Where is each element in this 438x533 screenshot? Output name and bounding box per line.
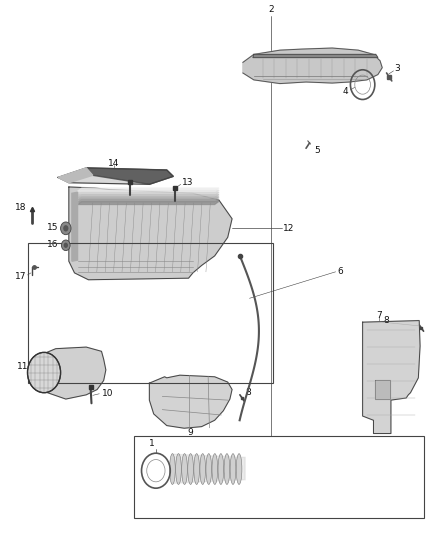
Text: 7: 7 (376, 311, 382, 320)
Text: 8: 8 (384, 316, 389, 325)
Bar (28, 243, 273, 383)
Polygon shape (69, 187, 232, 280)
Ellipse shape (176, 454, 181, 484)
Text: 2: 2 (268, 5, 274, 14)
Ellipse shape (170, 454, 175, 484)
Text: 6: 6 (337, 268, 343, 276)
Circle shape (28, 352, 60, 393)
Text: 14: 14 (108, 159, 120, 167)
Circle shape (60, 222, 71, 235)
Polygon shape (78, 197, 219, 200)
Ellipse shape (218, 454, 224, 484)
Polygon shape (78, 192, 219, 196)
Polygon shape (86, 168, 173, 184)
Polygon shape (78, 195, 219, 198)
Polygon shape (58, 168, 173, 184)
Polygon shape (78, 201, 219, 205)
Text: 5: 5 (314, 147, 320, 156)
Ellipse shape (188, 454, 194, 484)
Polygon shape (149, 375, 232, 428)
Ellipse shape (194, 454, 199, 484)
Text: 18: 18 (15, 203, 27, 212)
Polygon shape (375, 381, 390, 399)
Text: 1: 1 (148, 439, 155, 448)
Polygon shape (253, 54, 378, 58)
Text: 15: 15 (46, 223, 58, 232)
Ellipse shape (236, 454, 242, 484)
Ellipse shape (230, 454, 236, 484)
Text: 13: 13 (182, 178, 194, 187)
Text: 3: 3 (394, 64, 400, 73)
Circle shape (64, 243, 68, 248)
Text: 4: 4 (343, 87, 348, 96)
Polygon shape (78, 188, 219, 191)
Ellipse shape (206, 454, 212, 484)
Text: 16: 16 (46, 240, 58, 249)
Polygon shape (243, 48, 382, 84)
Text: 10: 10 (102, 389, 113, 398)
Bar (134, 436, 424, 519)
Circle shape (61, 240, 70, 251)
Polygon shape (78, 199, 219, 202)
Ellipse shape (212, 454, 218, 484)
Text: 11: 11 (17, 362, 28, 370)
Polygon shape (72, 192, 78, 261)
Text: 8: 8 (245, 387, 251, 397)
Polygon shape (363, 320, 420, 433)
Ellipse shape (200, 454, 205, 484)
Ellipse shape (182, 454, 187, 484)
Ellipse shape (224, 454, 230, 484)
Polygon shape (78, 190, 219, 193)
Circle shape (63, 225, 68, 231)
Polygon shape (173, 454, 245, 483)
Text: 9: 9 (188, 428, 194, 437)
Text: 12: 12 (283, 224, 295, 233)
Polygon shape (58, 168, 93, 183)
Text: 17: 17 (15, 271, 27, 280)
Polygon shape (34, 347, 106, 399)
